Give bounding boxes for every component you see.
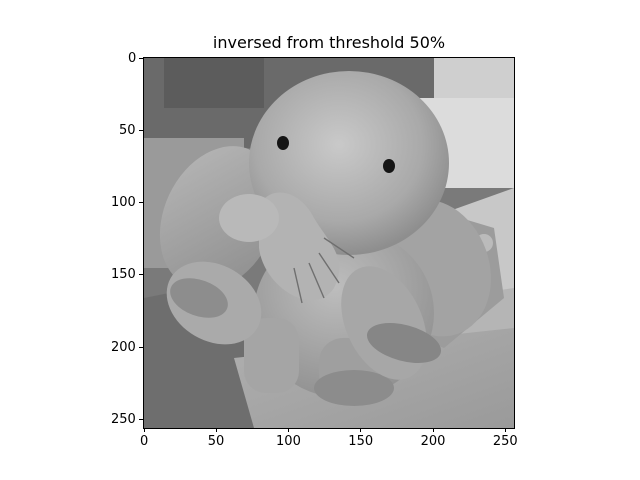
y-tick-mark [139, 202, 143, 204]
x-tick-mark [288, 428, 290, 432]
x-tick-label: 150 [348, 434, 374, 449]
x-tick-label: 100 [276, 434, 301, 449]
y-tick-mark [139, 57, 143, 59]
y-tick-label: 100 [111, 195, 136, 211]
y-tick-mark [139, 274, 143, 276]
y-tick-label: 50 [119, 122, 136, 138]
x-tick-mark [504, 428, 506, 432]
y-tick-label: 0 [128, 50, 137, 66]
x-tick-mark [360, 428, 362, 432]
y-tick-label: 250 [111, 411, 136, 427]
chart-title: inversed from threshold 50% [212, 33, 446, 52]
y-tick-mark [139, 418, 143, 420]
x-tick-label: 200 [420, 434, 446, 449]
image-rendering [144, 58, 514, 428]
x-tick-label: 0 [140, 434, 149, 449]
x-tick-mark [215, 428, 217, 432]
x-tick-mark [432, 428, 434, 432]
grayscale-image [144, 58, 514, 428]
y-tick-mark [139, 129, 143, 131]
x-tick-mark [143, 428, 145, 432]
y-tick-label: 200 [111, 339, 136, 355]
x-tick-label: 50 [207, 434, 225, 449]
y-tick-mark [139, 346, 143, 348]
y-tick-label: 150 [111, 267, 136, 283]
x-tick-label: 250 [492, 434, 518, 449]
